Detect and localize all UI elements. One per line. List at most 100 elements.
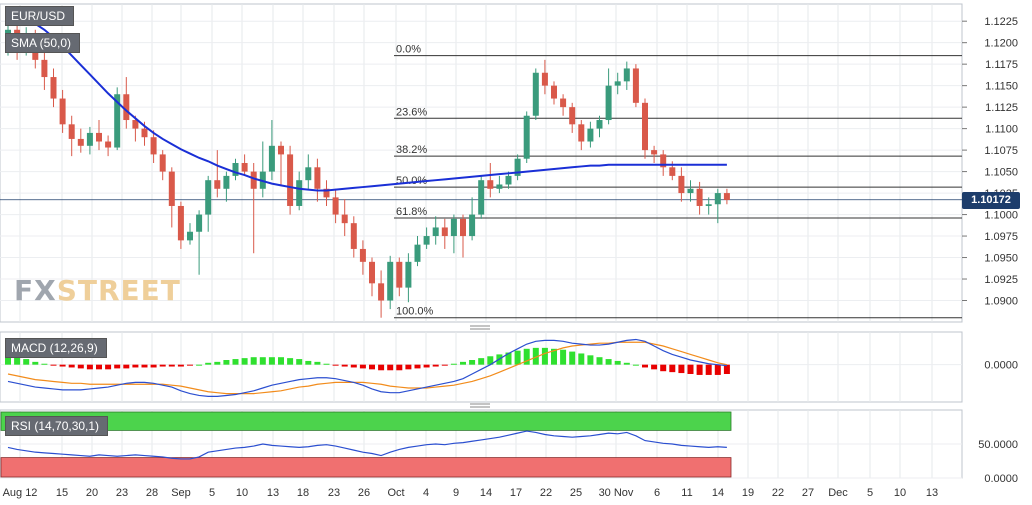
date-tick-label: Sep: [171, 487, 191, 499]
candle-body: [232, 163, 239, 176]
fibonacci-retracement[interactable]: 0.0%23.6%38.2%50.0%61.8%100.0%: [0, 44, 962, 319]
candle-body: [196, 214, 203, 232]
rsi-bands: [0, 411, 732, 478]
candle-body: [614, 81, 621, 86]
macd-histogram-bar: [5, 355, 11, 365]
candle-body: [278, 145, 284, 155]
price-tick-label: 1.1200: [984, 38, 1018, 50]
candle-body: [523, 115, 530, 159]
date-tick-label: Dec: [828, 487, 848, 499]
pane-divider-handle-2[interactable]: [470, 403, 490, 408]
candle-body: [205, 180, 212, 215]
price-tick-label: 1.1100: [985, 124, 1018, 136]
candle-body: [350, 223, 357, 249]
price-tick-label: 1.0900: [984, 296, 1018, 308]
macd-histogram-bar: [441, 364, 448, 366]
candle-body: [723, 193, 730, 200]
macd-pane[interactable]: [0, 331, 963, 403]
candle-body: [487, 180, 494, 189]
candle-body: [687, 188, 694, 194]
price-tick-label: 1.1225: [984, 16, 1018, 28]
macd-histogram-bar: [405, 364, 412, 370]
macd-histogram-bar: [660, 364, 667, 372]
candle-body: [150, 137, 157, 155]
date-tick-label: 13: [926, 487, 938, 499]
candle-body: [396, 261, 403, 288]
candle-body: [86, 132, 93, 146]
candle-body: [305, 167, 312, 181]
candle-body: [541, 72, 548, 86]
macd-histogram-bar: [432, 364, 439, 367]
candle-body: [478, 180, 485, 215]
price-tick-label: 1.1000: [984, 210, 1018, 222]
candle-body: [223, 175, 230, 189]
candle-body: [560, 98, 567, 108]
rsi-tick-label: 50.0000: [978, 439, 1018, 451]
candle-body: [551, 85, 557, 99]
candle-body: [159, 154, 166, 172]
macd-histogram-bar: [314, 361, 321, 365]
macd-histogram-bar: [369, 364, 375, 370]
macd-histogram-bar: [250, 357, 257, 365]
date-tick-label: 10: [236, 487, 248, 499]
rsi-indicator: [7, 430, 727, 460]
macd-histogram-bar: [560, 349, 567, 365]
macd-histogram-bar: [14, 357, 21, 365]
date-tick-label: 28: [146, 487, 158, 499]
candle-body: [287, 154, 294, 206]
fib-level-label: 23.6%: [396, 106, 427, 118]
macd-histogram-bar: [132, 364, 139, 368]
macd-histogram-bar: [350, 364, 357, 368]
date-tick-label: 22: [540, 487, 552, 499]
candle-body: [141, 128, 148, 138]
macd-histogram-bar: [177, 364, 184, 367]
sma-line: [7, 11, 727, 192]
macd-histogram-bar: [596, 357, 603, 365]
price-axis[interactable]: 1.1225 1.1200 1.1175 1.1150 1.1125 1.1100 1.10…: [962, 16, 1018, 485]
pane-divider-handle-1[interactable]: [470, 325, 490, 330]
candle-body: [132, 120, 139, 129]
macd-histogram-bar: [651, 364, 658, 370]
instrument-label[interactable]: EUR/USD: [5, 6, 75, 26]
sma-label[interactable]: SMA (50,0): [5, 33, 81, 53]
date-tick-label: 11: [681, 487, 692, 499]
macd-histogram-bar: [268, 357, 275, 365]
watermark-street: STREET: [56, 274, 181, 307]
macd-histogram-bar: [168, 364, 175, 367]
candle-body: [268, 145, 275, 172]
price-tick-label: 1.1050: [984, 167, 1018, 179]
macd-histogram-bar: [387, 364, 394, 371]
macd-histogram-bar: [569, 351, 576, 365]
candle-body: [187, 231, 193, 241]
macd-label[interactable]: MACD (12,26,9): [5, 338, 107, 358]
candle-body: [296, 180, 303, 206]
date-tick-label: 10: [894, 487, 906, 499]
date-tick-label: 19: [742, 487, 754, 499]
macd-histogram-bar: [605, 359, 612, 365]
candle-body: [96, 132, 102, 142]
candle-body: [605, 85, 612, 121]
macd-histogram-bar: [305, 360, 312, 365]
date-tick-label: 15: [56, 487, 68, 499]
candle-body: [450, 218, 457, 237]
rsi-label[interactable]: RSI (14,70,30,1): [5, 416, 109, 436]
macd-histogram-bar: [323, 363, 330, 365]
macd-histogram-bar: [259, 357, 266, 365]
macd-histogram-bar: [396, 364, 403, 371]
macd-line: [7, 338, 727, 397]
candle-body: [496, 184, 503, 189]
date-axis[interactable]: Aug 12 15 20 23 28 Sep 5 10 13 18 23 26 Oct 4 9 14 17 22 2…: [3, 487, 939, 499]
macd-histogram-bar: [86, 364, 93, 370]
candle-body: [423, 236, 430, 245]
rsi-tick-label: 0.0000: [984, 473, 1018, 485]
candle-body: [41, 59, 48, 78]
macd-histogram-bar: [223, 360, 230, 365]
macd-histogram-bar: [232, 359, 239, 365]
macd-histogram-bar: [578, 353, 585, 365]
macd-histogram-bar: [50, 364, 57, 366]
macd-histogram-bar: [77, 364, 84, 369]
macd-histogram-bar: [59, 364, 66, 367]
candle-body: [114, 94, 121, 148]
candle-body: [177, 205, 184, 241]
